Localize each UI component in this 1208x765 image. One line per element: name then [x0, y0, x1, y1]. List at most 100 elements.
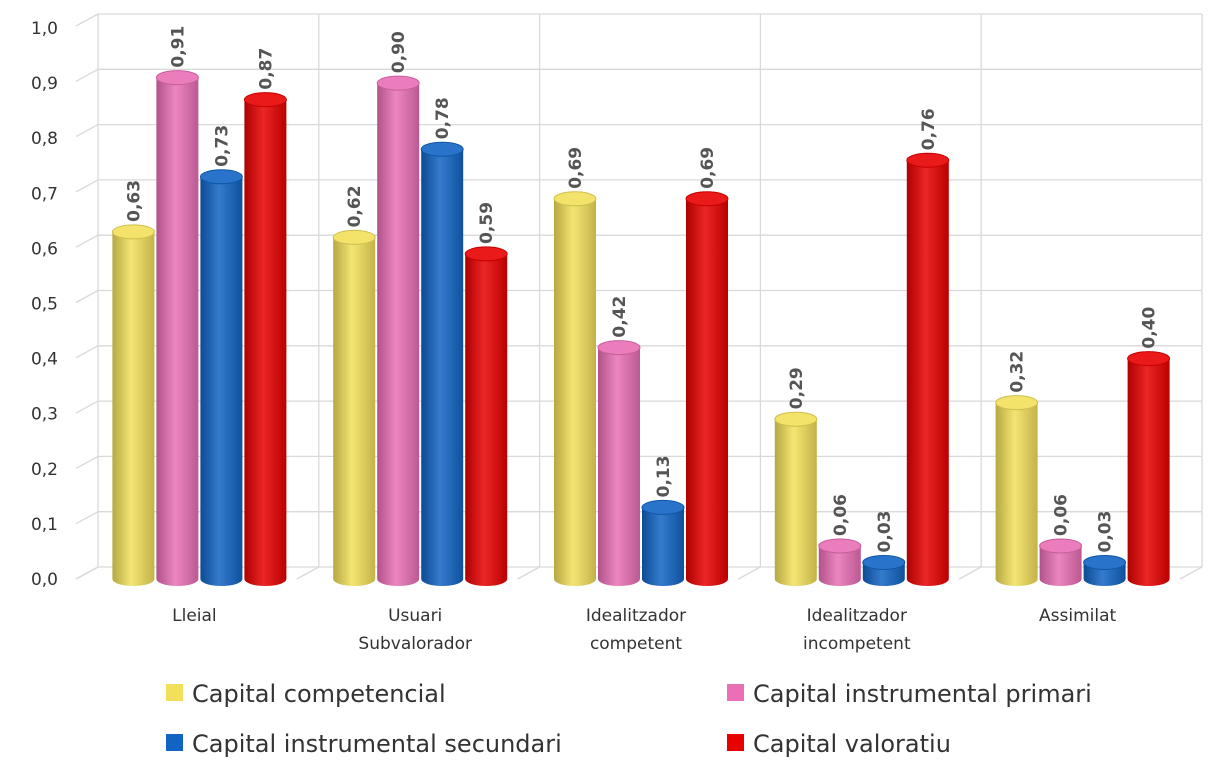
- y-tick-label: 0,4: [31, 350, 58, 370]
- bar-top: [995, 395, 1039, 411]
- bar-body: [112, 231, 155, 586]
- data-label: 0,69: [566, 147, 586, 189]
- y-tick-label: 0,7: [31, 184, 58, 204]
- gridline-floor: [738, 566, 761, 580]
- legend-item: Capital valoratiu: [727, 730, 951, 758]
- y-tick-label: 0,2: [31, 460, 58, 480]
- bar: [111, 224, 155, 586]
- gridline-side: [75, 234, 99, 248]
- data-label: 0,73: [212, 125, 232, 167]
- bar: [685, 191, 729, 586]
- gridline-side: [75, 400, 99, 414]
- bar-top: [243, 92, 287, 108]
- gridline-floor: [75, 566, 99, 580]
- gridline-side: [75, 179, 99, 193]
- gridline-floor: [517, 566, 540, 580]
- data-label: 0,13: [654, 455, 674, 497]
- bar-body: [465, 253, 508, 586]
- data-label: 0,63: [124, 180, 144, 222]
- bar: [641, 499, 685, 586]
- data-label: 0,40: [1140, 306, 1160, 348]
- bar-top: [1083, 554, 1127, 570]
- bar-top: [111, 224, 155, 240]
- bar-body: [156, 77, 199, 586]
- bar: [774, 411, 818, 586]
- bar-top: [597, 340, 641, 356]
- x-tick-label: Idealitzador: [807, 606, 907, 626]
- legend-item: Capital instrumental primari: [727, 680, 1092, 708]
- y-tick-label: 0,6: [31, 239, 58, 259]
- data-label: 0,03: [875, 511, 895, 553]
- legend-label: Capital instrumental secundari: [192, 730, 562, 758]
- bar: [1127, 351, 1171, 586]
- data-label: 0,59: [477, 202, 497, 244]
- bar-top: [199, 169, 243, 185]
- y-tick-label: 0,1: [31, 515, 58, 535]
- bar: [464, 246, 508, 586]
- y-tick-label: 0,9: [31, 74, 58, 94]
- x-axis: Lleial Usuari Subvalorador Idealitzador comp…: [172, 606, 1116, 654]
- bar: [553, 191, 597, 586]
- y-tick-label: 1,0: [31, 19, 58, 39]
- bar: [332, 229, 376, 586]
- bar-body: [642, 507, 684, 586]
- bar-top: [464, 246, 508, 262]
- bar: [1083, 554, 1127, 586]
- x-tick-label: Lleial: [172, 606, 217, 626]
- gridline-side: [75, 124, 99, 138]
- legend-label: Capital instrumental primari: [753, 680, 1092, 708]
- gridline-floor: [1179, 566, 1203, 580]
- bar: [420, 141, 464, 586]
- legend-label: Capital competencial: [192, 680, 446, 708]
- data-label: 0,76: [919, 108, 939, 150]
- legend-label: Capital valoratiu: [753, 730, 951, 758]
- x-tick-label: Usuari: [388, 606, 442, 626]
- bar-top: [818, 538, 862, 554]
- bar-body: [244, 99, 287, 586]
- bar-body: [1127, 358, 1170, 586]
- bar-body: [598, 347, 640, 586]
- bar: [1039, 538, 1083, 586]
- legend-item: Capital competencial: [166, 680, 446, 708]
- bar-body: [774, 419, 817, 586]
- gridline-floor: [296, 566, 320, 580]
- bar: [906, 152, 950, 587]
- bar-top: [774, 411, 818, 427]
- bar-body: [1039, 545, 1082, 586]
- legend-swatch: [166, 684, 183, 701]
- bar-top: [1039, 538, 1083, 554]
- bar-body: [200, 176, 243, 586]
- gridline-side: [75, 455, 99, 469]
- gridline-side: [75, 289, 99, 304]
- bar-top: [906, 152, 950, 168]
- bar-body: [995, 402, 1038, 586]
- y-tick-label: 0,3: [31, 405, 58, 425]
- bar: [995, 395, 1039, 586]
- bar-body: [554, 198, 596, 586]
- data-label: 0,42: [610, 296, 630, 338]
- chart-bars: [111, 70, 1171, 587]
- y-tick-label: 0,5: [31, 295, 58, 315]
- data-label: 0,29: [787, 367, 807, 409]
- data-label: 0,87: [256, 48, 276, 90]
- bar-body: [421, 149, 464, 586]
- x-tick-label: incompetent: [803, 634, 911, 654]
- data-label: 0,06: [831, 494, 851, 536]
- bar-top: [420, 141, 464, 157]
- data-label: 0,03: [1096, 511, 1116, 553]
- gridline-side: [75, 13, 99, 27]
- x-tick-label: Subvalorador: [358, 634, 472, 654]
- bar-body: [906, 160, 949, 587]
- y-tick-label: 0,0: [31, 570, 58, 590]
- bar: [243, 92, 287, 586]
- gridline-side: [75, 511, 99, 525]
- x-tick-label: competent: [590, 634, 682, 654]
- legend-swatch: [727, 734, 744, 751]
- bar: [376, 75, 420, 586]
- bar-body: [818, 545, 861, 586]
- bar-body: [377, 83, 420, 586]
- bar: [862, 554, 906, 586]
- y-axis: 0,0 0,1 0,2 0,3 0,4 0,5 0,6 0,7 0,8 0,9 1,0: [31, 19, 58, 590]
- x-tick-label: Idealitzador: [586, 606, 686, 626]
